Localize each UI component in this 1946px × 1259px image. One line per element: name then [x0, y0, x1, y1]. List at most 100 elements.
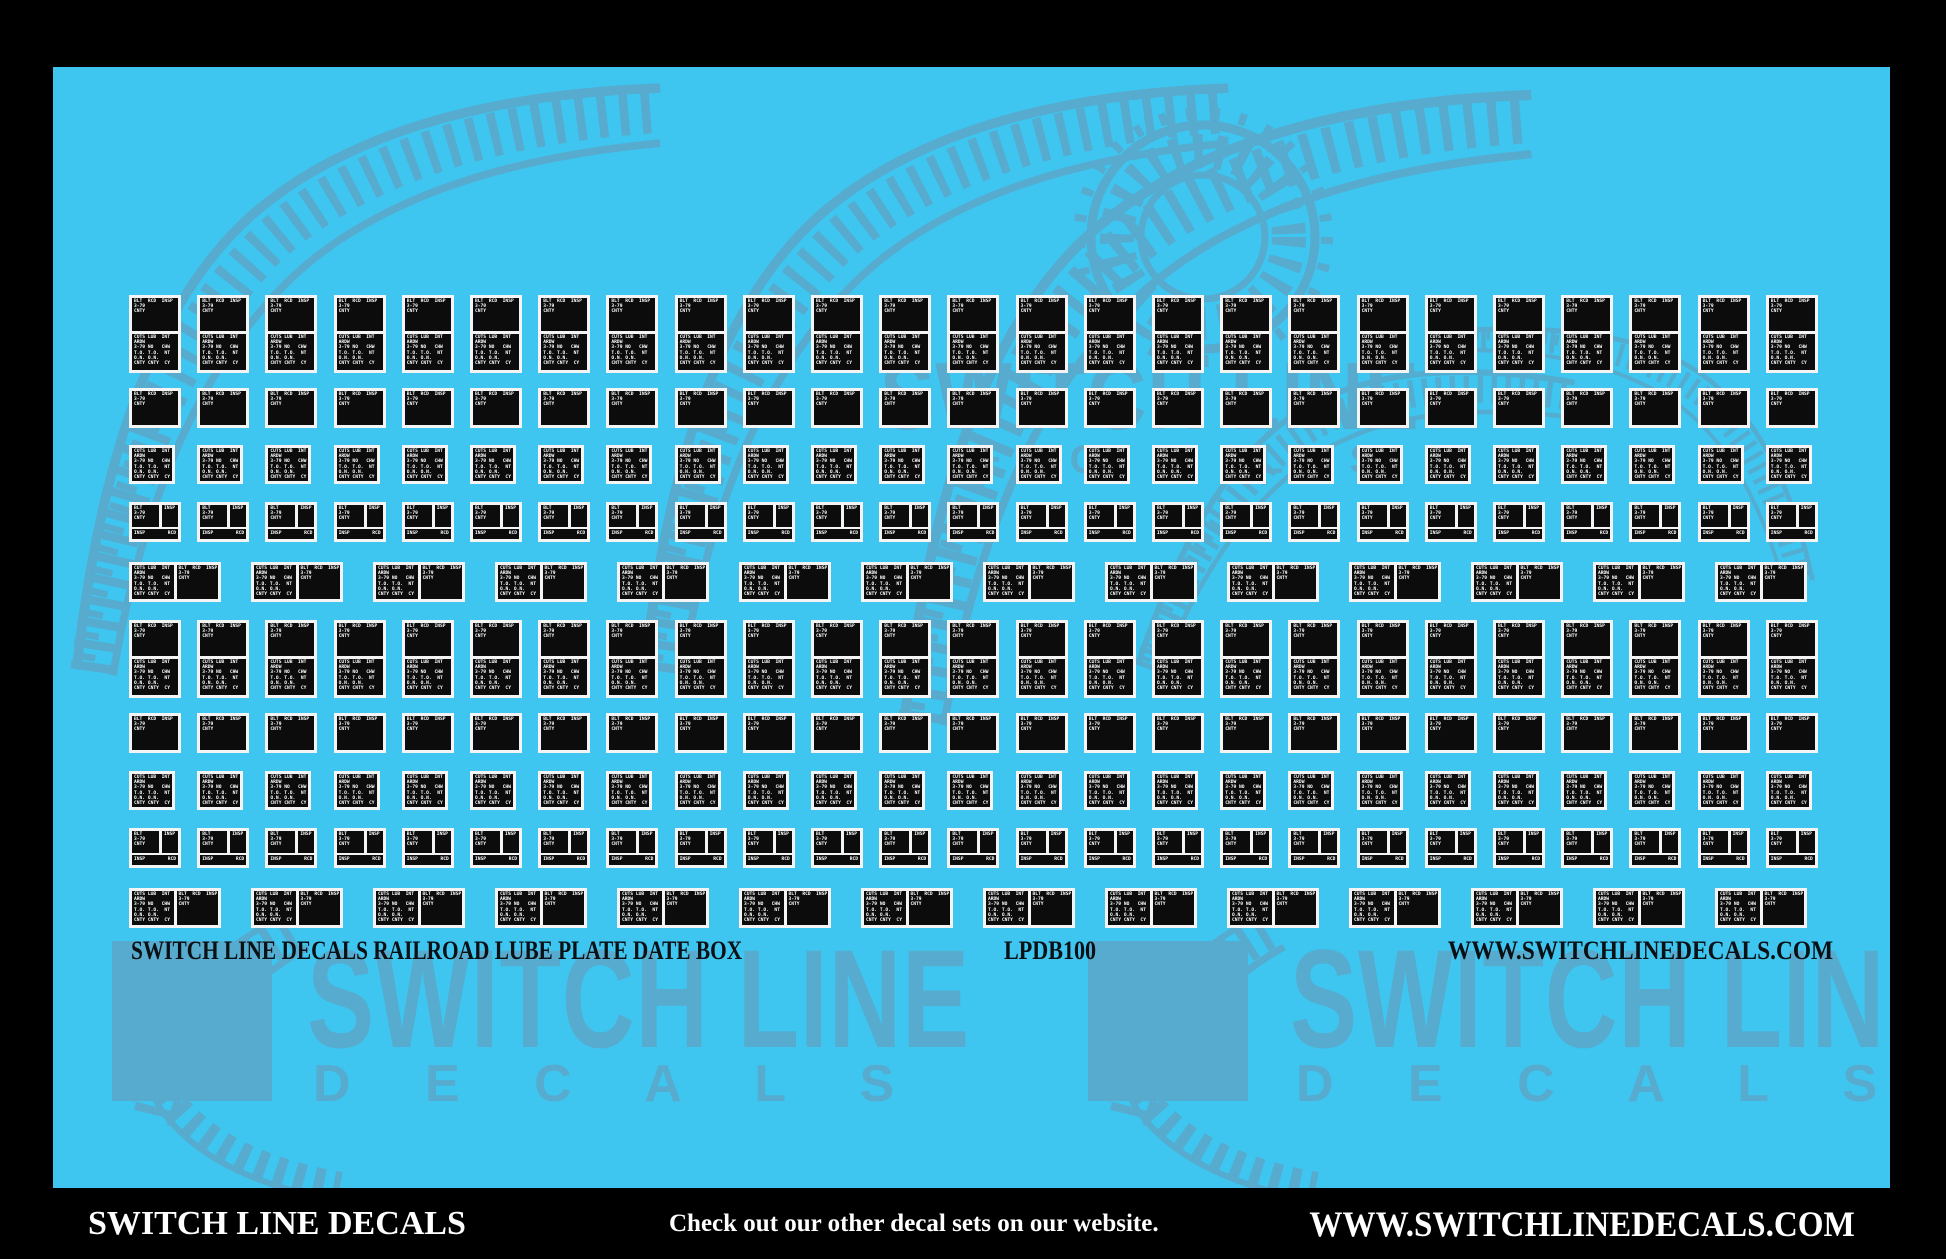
decal-text-line: CNTY CNTY CY [1770, 475, 1807, 481]
decal-text-line: T.O. T.O. NT [1293, 464, 1330, 470]
decal-text-line: CNTY [475, 727, 487, 733]
decal-box: BLT RCD INSP 3-79 CNTY [1086, 391, 1133, 425]
decal-text-line: INSP [1770, 857, 1782, 863]
decal-text-line: 3-79 NO CHW [1498, 345, 1534, 351]
decal-text-line: BLT RCD INSP [544, 892, 584, 897]
decal-text-line: 3-79 NO CHW [1566, 670, 1603, 676]
decal-text-line: T.O. T.O. NT [1702, 350, 1739, 356]
decal-text-line: CNTY [666, 576, 678, 582]
decal-text-line: 3-79 [1293, 511, 1305, 517]
decal-text-line: 3-79 [270, 629, 282, 635]
decal-text-line: CUTS LUB INT [338, 449, 375, 454]
decal-text-line: CNTY [134, 727, 146, 733]
decal-text-line: O.N. O.N. [270, 355, 296, 361]
decal-text-line: BLT RCD INSP [1702, 392, 1742, 397]
decal-text-line: 3-79 NO CHW [1429, 670, 1466, 676]
decal-text-line: CNTY [422, 576, 434, 582]
decal-text-line: CUTS LUB INT [406, 449, 443, 454]
decal-unit-single: BLT RCD INSP 3-79 CNTY [1697, 713, 1750, 753]
decal-unit-wide: CUTS LUB INT ARDW 3-79 NO CHW T.O. T.O. NT O… [1349, 562, 1441, 602]
decal-box: BLT 3-79 CNTY [950, 505, 978, 527]
decal-box: INSP [912, 505, 929, 527]
decal-text-line: T.O. T.O. NT [1566, 464, 1603, 470]
decal-unit-stacked: BLT RCD INSP 3-79 CNTY CUTS LUB INT ARDW 3-79… [1015, 295, 1068, 373]
decal-unit-split: BLT 3-79 CNTY INSP INSP RCD [742, 828, 795, 868]
decal-unit-split: BLT 3-79 CNTY INSP INSP RCD [1083, 828, 1136, 868]
decal-text-line: CUTS LUB INT [270, 660, 307, 665]
decal-text-line: O.N. O.N. [1088, 355, 1114, 361]
decal-text-line: BLT [1020, 506, 1029, 511]
decal-box: BLT RCD INSP 3-79 CNTY [950, 716, 997, 750]
decal-box: CUTS LUB INT ARDW 3-79 NO CHW T.O. T.O. NT O… [336, 774, 377, 808]
decal-box: BLT RCD INSP 3-79 CNTY [1762, 565, 1804, 599]
decal-text-line: T.O. T.O. NT [1429, 790, 1466, 796]
decal-text-line: T.O. T.O. NT [475, 790, 511, 796]
decal-unit-split: BLT 3-79 CNTY INSP INSP RCD [1152, 502, 1204, 542]
decal-text-line: CNTY CNTY CY [134, 918, 170, 924]
decal-text-line: CNTY [1566, 727, 1578, 733]
decal-text-line: BLT RCD INSP [543, 299, 582, 304]
decal-box: BLT 3-79 CNTY [1427, 505, 1455, 527]
decal-text-line: 3-79 NO CHW [202, 459, 239, 465]
decal-text-line: INSP [884, 857, 896, 863]
decal-text-line: CUTS LUB INT [475, 660, 511, 665]
decal-unit-wide: CUTS LUB INT ARDW 3-79 NO CHW T.O. T.O. NT O… [373, 562, 465, 602]
decal-text-line: 3-79 [1020, 397, 1032, 403]
decal-text-line: 3-79 [202, 629, 214, 635]
decal-text-line: O.N. O.N. [1566, 469, 1592, 475]
decal-box: BLT RCD INSP 3-79 CNTY [950, 391, 997, 425]
decal-box: INSP [1116, 505, 1133, 527]
decal-text-line: CNTY CNTY CY [1634, 686, 1671, 692]
decal-box: CUTS LUB INT ARDW 3-79 NO CHW T.O. T.O. NT O… [132, 565, 174, 599]
decal-text-line: RCD [781, 531, 790, 537]
decal-text-line: 3-79 NO CHW [1720, 902, 1756, 908]
decal-text-line: O.N. O.N. [270, 469, 296, 475]
decal-box: CUTS LUB INT ARDW 3-79 NO CHW T.O. T.O. NT O… [620, 891, 662, 925]
decal-text-line: CNTY [1770, 842, 1782, 848]
decal-box: INSP RCD [200, 855, 247, 865]
decal-text-line: ARDW [134, 897, 146, 903]
decal-text-line: INSP [1323, 832, 1335, 837]
decal-text-line: CUTS LUB INT [500, 566, 536, 571]
watermark-brand-line2: D E C A L S [1296, 1055, 1890, 1113]
decal-text-line: 3-79 NO CHW [134, 459, 170, 465]
decal-unit-single: BLT RCD INSP 3-79 CNTY [1424, 713, 1477, 753]
decal-box: CUTS LUB INT ARDW 3-79 NO CHW T.O. T.O. NT O… [376, 891, 418, 925]
decal-unit-stacked: BLT RCD INSP 3-79 CNTY CUTS LUB INT ARDW 3-79… [1561, 620, 1614, 698]
decal-text-line: CNTY [1293, 634, 1305, 640]
decal-text-line: CNTY [1293, 842, 1305, 848]
decal-unit-wide: CUTS LUB INT ARDW 3-79 NO CHW T.O. T.O. NT O… [251, 888, 343, 928]
decal-text-line: BLT RCD INSP [300, 892, 340, 897]
decal-text-line: CNTY [1634, 634, 1646, 640]
decal-box: CUTS LUB INT ARDW 3-79 NO CHW T.O. T.O. NT O… [1496, 334, 1542, 370]
decal-text-line: CUTS LUB INT [1566, 335, 1603, 340]
decal-box: BLT RCD INSP 3-79 CNTY [1291, 391, 1338, 425]
decal-text-line: 3-79 [1770, 511, 1782, 517]
decal-text-line: BLT [1770, 506, 1780, 511]
decal-unit-single: BLT RCD INSP 3-79 CNTY [129, 713, 181, 753]
decal-unit-stacked: BLT RCD INSP 3-79 CNTY CUTS LUB INT ARDW 3-79… [674, 295, 727, 373]
decal-text-line: ARDW [1110, 897, 1122, 903]
decal-unit-stacked: BLT RCD INSP 3-79 CNTY CUTS LUB INT ARDW 3-79… [333, 295, 386, 373]
decal-text-line: RCD [1258, 857, 1268, 863]
decal-box: CUTS LUB INT ARDW 3-79 NO CHW T.O. T.O. NT O… [1291, 334, 1338, 370]
decal-text-line: O.N. O.N. [134, 795, 159, 801]
decal-unit-single: BLT RCD INSP 3-79 CNTY [606, 713, 659, 753]
decal-text-line: CNTY [1770, 402, 1782, 408]
decal-text-line: CNTY CNTY CY [202, 801, 239, 807]
decal-box: CUTS LUB INT ARDW 3-79 NO CHW T.O. T.O. NT O… [1291, 448, 1332, 482]
decal-box: CUTS LUB INT ARDW 3-79 NO CHW T.O. T.O. NT O… [1223, 659, 1270, 695]
decal-text-line: RCD [713, 531, 722, 537]
decal-box: INSP RCD [677, 529, 724, 539]
decal-text-line: T.O. T.O. NT [270, 350, 307, 356]
decal-unit-cuts: CUTS LUB INT ARDW 3-79 NO CHW T.O. T.O. NT O… [129, 445, 175, 485]
decal-text-line: O.N. O.N. [816, 469, 841, 475]
decal-text-line: RCD [917, 531, 927, 537]
decal-text-line: INSP [1020, 857, 1032, 863]
decal-box: BLT RCD INSP 3-79 CNTY [404, 391, 451, 425]
decal-box: INSP RCD [1632, 855, 1679, 865]
decal-text-line: T.O. T.O. NT [475, 350, 511, 356]
decal-unit-wide: CUTS LUB INT ARDW 3-79 NO CHW T.O. T.O. NT O… [739, 888, 831, 928]
decal-text-line: BLT [611, 832, 620, 837]
decal-text-line: ARDW [1293, 340, 1305, 346]
